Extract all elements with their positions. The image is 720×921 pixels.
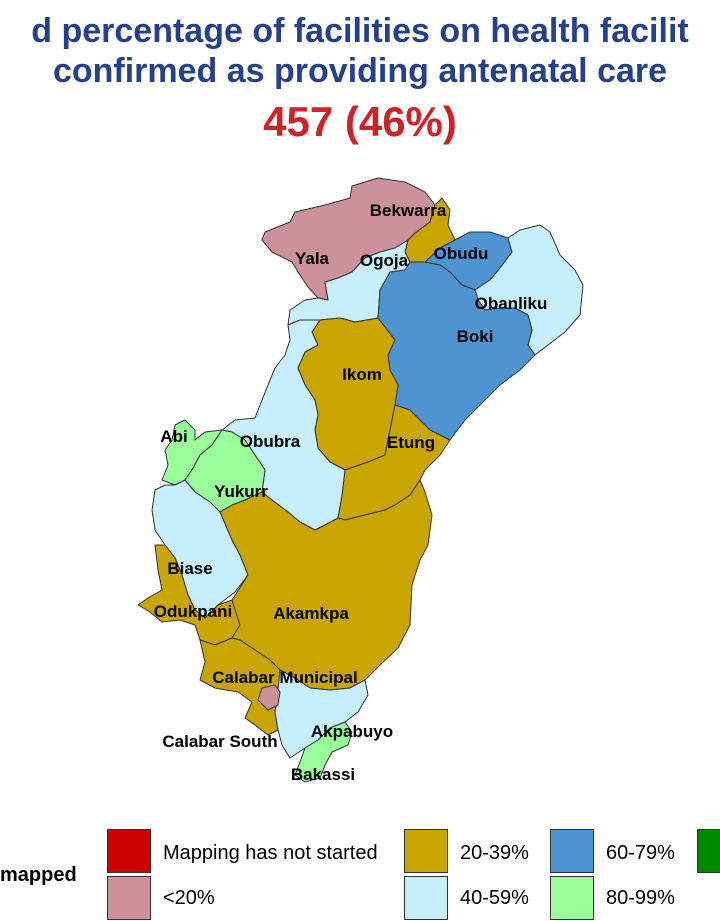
- label-akpabuyo: Akpabuyo: [311, 722, 393, 741]
- legend-swatch-100: [697, 829, 720, 873]
- label-obubra: Obubra: [240, 432, 301, 451]
- legend-label-not-started: Mapping has not started: [163, 842, 378, 864]
- label-calabar-municipal: Calabar Municipal: [212, 668, 357, 687]
- label-ogoja: Ogoja: [360, 251, 409, 270]
- legend-swatch-40-59: [404, 876, 448, 920]
- label-bekwarra: Bekwarra: [370, 201, 447, 220]
- legend-title: R mapped: [0, 864, 77, 886]
- label-abi: Abi: [160, 427, 187, 446]
- map-title-line-1: d percentage of facilities on health fac…: [31, 12, 689, 50]
- label-calabar-south: Calabar South: [162, 732, 277, 751]
- label-ikom: Ikom: [342, 365, 382, 384]
- legend-label-80-99: 80-99%: [606, 887, 675, 909]
- legend-label-20-39: 20-39%: [460, 842, 529, 864]
- label-etung: Etung: [387, 433, 435, 452]
- legend-label-40-59: 40-59%: [460, 887, 529, 909]
- label-odukpani: Odukpani: [154, 602, 232, 621]
- legend-label-60-79: 60-79%: [606, 842, 675, 864]
- label-boki: Boki: [457, 327, 494, 346]
- legend-swatch-20-39: [404, 829, 448, 873]
- label-yukurr: Yukurr: [214, 482, 268, 501]
- map-title-line-2: confirmed as providing antenatal care: [52, 52, 668, 90]
- legend-swatch-60-79: [550, 829, 594, 873]
- region-calabar-municipal[interactable]: [257, 684, 281, 711]
- legend-swatch-not-started: [107, 829, 151, 873]
- label-biase: Biase: [167, 559, 212, 578]
- label-obanliku: Obanliku: [475, 294, 548, 313]
- label-obudu: Obudu: [434, 244, 489, 263]
- legend-swatch-lt20: [107, 876, 151, 920]
- legend-swatch-80-99: [550, 876, 594, 920]
- label-akamkpa: Akamkpa: [273, 604, 349, 623]
- label-yala: Yala: [295, 249, 330, 268]
- label-bakassi: Bakassi: [291, 765, 355, 784]
- region-bakassi[interactable]: [294, 721, 353, 783]
- legend-label-lt20: <20%: [163, 887, 215, 909]
- facility-count-stat: 457 (46%): [263, 98, 457, 145]
- lga-choropleth-map: Bekwarra Yala Ogoja Obudu Obanliku Boki …: [137, 177, 584, 784]
